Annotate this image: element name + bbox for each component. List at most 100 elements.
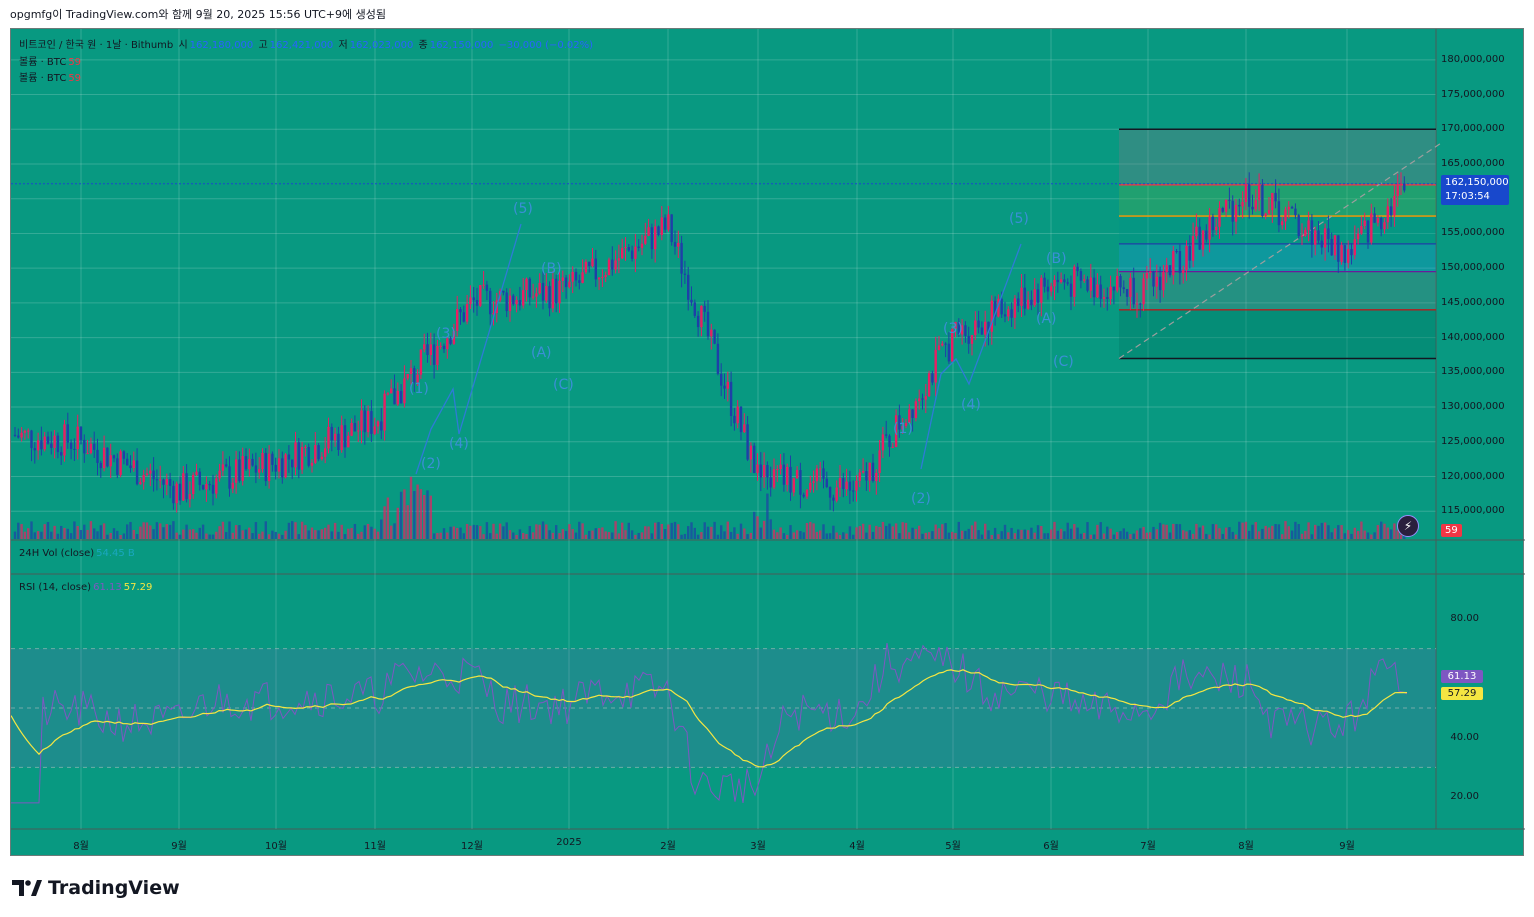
chart-frame[interactable]: 비트코인 / 한국 원 · 1날 · Bithumb 시 162,180,000 … — [10, 28, 1525, 857]
candle-body — [244, 456, 248, 470]
candle-body — [1337, 235, 1340, 262]
volume-bar — [1102, 533, 1106, 539]
candle-body — [1241, 201, 1244, 207]
time-tick-label: 11월 — [364, 841, 386, 852]
candle-body — [1271, 192, 1274, 211]
candle-body — [1231, 200, 1234, 222]
candle-body — [588, 261, 591, 267]
candle-body — [594, 258, 597, 280]
candle-body — [340, 425, 343, 450]
candle-body — [122, 451, 126, 459]
candle-body — [845, 481, 848, 490]
rsi-ma-line — [11, 669, 1408, 768]
candle-body — [733, 415, 736, 424]
volume-bar — [175, 532, 178, 539]
candle-body — [842, 478, 845, 490]
fib-zone — [1119, 309, 1436, 359]
candle-body — [1376, 218, 1380, 223]
candle-body — [314, 445, 317, 463]
wave-label: (5) — [513, 201, 533, 217]
candle-body — [894, 415, 898, 447]
candle-body — [254, 465, 258, 473]
volume-bar — [1013, 533, 1017, 539]
candle-body — [944, 343, 947, 345]
volume-bar — [611, 532, 614, 539]
candle-body — [805, 489, 809, 497]
candle-body — [228, 466, 231, 489]
candle-body — [1059, 279, 1063, 283]
volume-bar — [1023, 529, 1026, 539]
candle-body — [96, 449, 99, 463]
candle-body — [294, 442, 297, 468]
candle-body — [149, 470, 152, 474]
volume-bar — [772, 529, 776, 539]
volume-bar — [914, 529, 918, 539]
time-tick-label: 2025 — [556, 837, 582, 848]
volume-bar — [291, 521, 294, 539]
candle-body — [426, 344, 429, 356]
candle-body — [1066, 282, 1069, 284]
candle-body — [825, 478, 828, 488]
candle-body — [1010, 309, 1013, 318]
volume-bar — [1010, 527, 1013, 539]
volume-bar — [1300, 533, 1304, 539]
price-tick-label: 140,000,000 — [1441, 331, 1505, 343]
volume-bar — [1195, 523, 1198, 539]
volume-bar — [795, 530, 799, 539]
volume-bar — [234, 525, 238, 539]
volume-bar — [314, 530, 317, 539]
volume-bar — [1188, 530, 1191, 539]
volume-bar — [782, 533, 786, 539]
volume-bar — [1182, 530, 1185, 539]
volume-bar — [465, 523, 469, 539]
chart-canvas[interactable] — [11, 29, 1525, 857]
candle-body — [337, 433, 340, 450]
time-tick-label: 9월 — [1339, 841, 1355, 852]
candle-body — [855, 480, 858, 491]
volume-bar — [1383, 523, 1386, 539]
candle-body — [561, 277, 564, 281]
candle-body — [17, 435, 20, 438]
volume-bar — [442, 528, 446, 539]
volume-bar — [749, 532, 753, 539]
candle-body — [710, 329, 713, 337]
volume-bar — [634, 534, 637, 539]
candle-body — [168, 479, 172, 486]
volume-bar — [644, 526, 647, 539]
last-price-tag: 162,150,000 17:03:54 — [1441, 175, 1509, 205]
candle-body — [832, 497, 835, 501]
candle-body — [165, 479, 168, 485]
candle-body — [1221, 208, 1224, 212]
candle-body — [1069, 283, 1073, 297]
candle-body — [333, 433, 337, 441]
candle-body — [380, 421, 383, 431]
candle-body — [69, 442, 73, 449]
candle-body — [277, 458, 281, 472]
volume-bar — [538, 524, 541, 539]
volume-bar — [185, 524, 188, 539]
volume-bar — [1106, 526, 1109, 539]
candle-body — [621, 248, 624, 259]
volume-bar — [1152, 526, 1155, 539]
volume-bar — [489, 533, 492, 539]
volume-bar — [1017, 529, 1020, 539]
candle-body — [838, 478, 842, 488]
candle-body — [403, 378, 406, 404]
candle-body — [1182, 269, 1185, 274]
volume-bar — [403, 489, 406, 539]
candle-body — [102, 447, 106, 469]
volume-bar — [43, 524, 46, 539]
candle-body — [419, 349, 423, 375]
lightning-icon[interactable]: ⚡ — [1397, 515, 1419, 537]
candle-body — [1264, 213, 1267, 216]
candle-body — [1380, 218, 1383, 230]
candle-body — [406, 374, 409, 379]
volume-bar — [525, 534, 528, 539]
volume-bar — [726, 521, 729, 539]
candle-body — [1030, 299, 1033, 306]
volume-label: 볼륨 · BTC — [19, 73, 67, 84]
candle-body — [152, 470, 155, 480]
candle-body — [182, 473, 185, 501]
volume-bar — [888, 523, 891, 539]
tradingview-logo[interactable]: TradingView — [12, 877, 180, 899]
